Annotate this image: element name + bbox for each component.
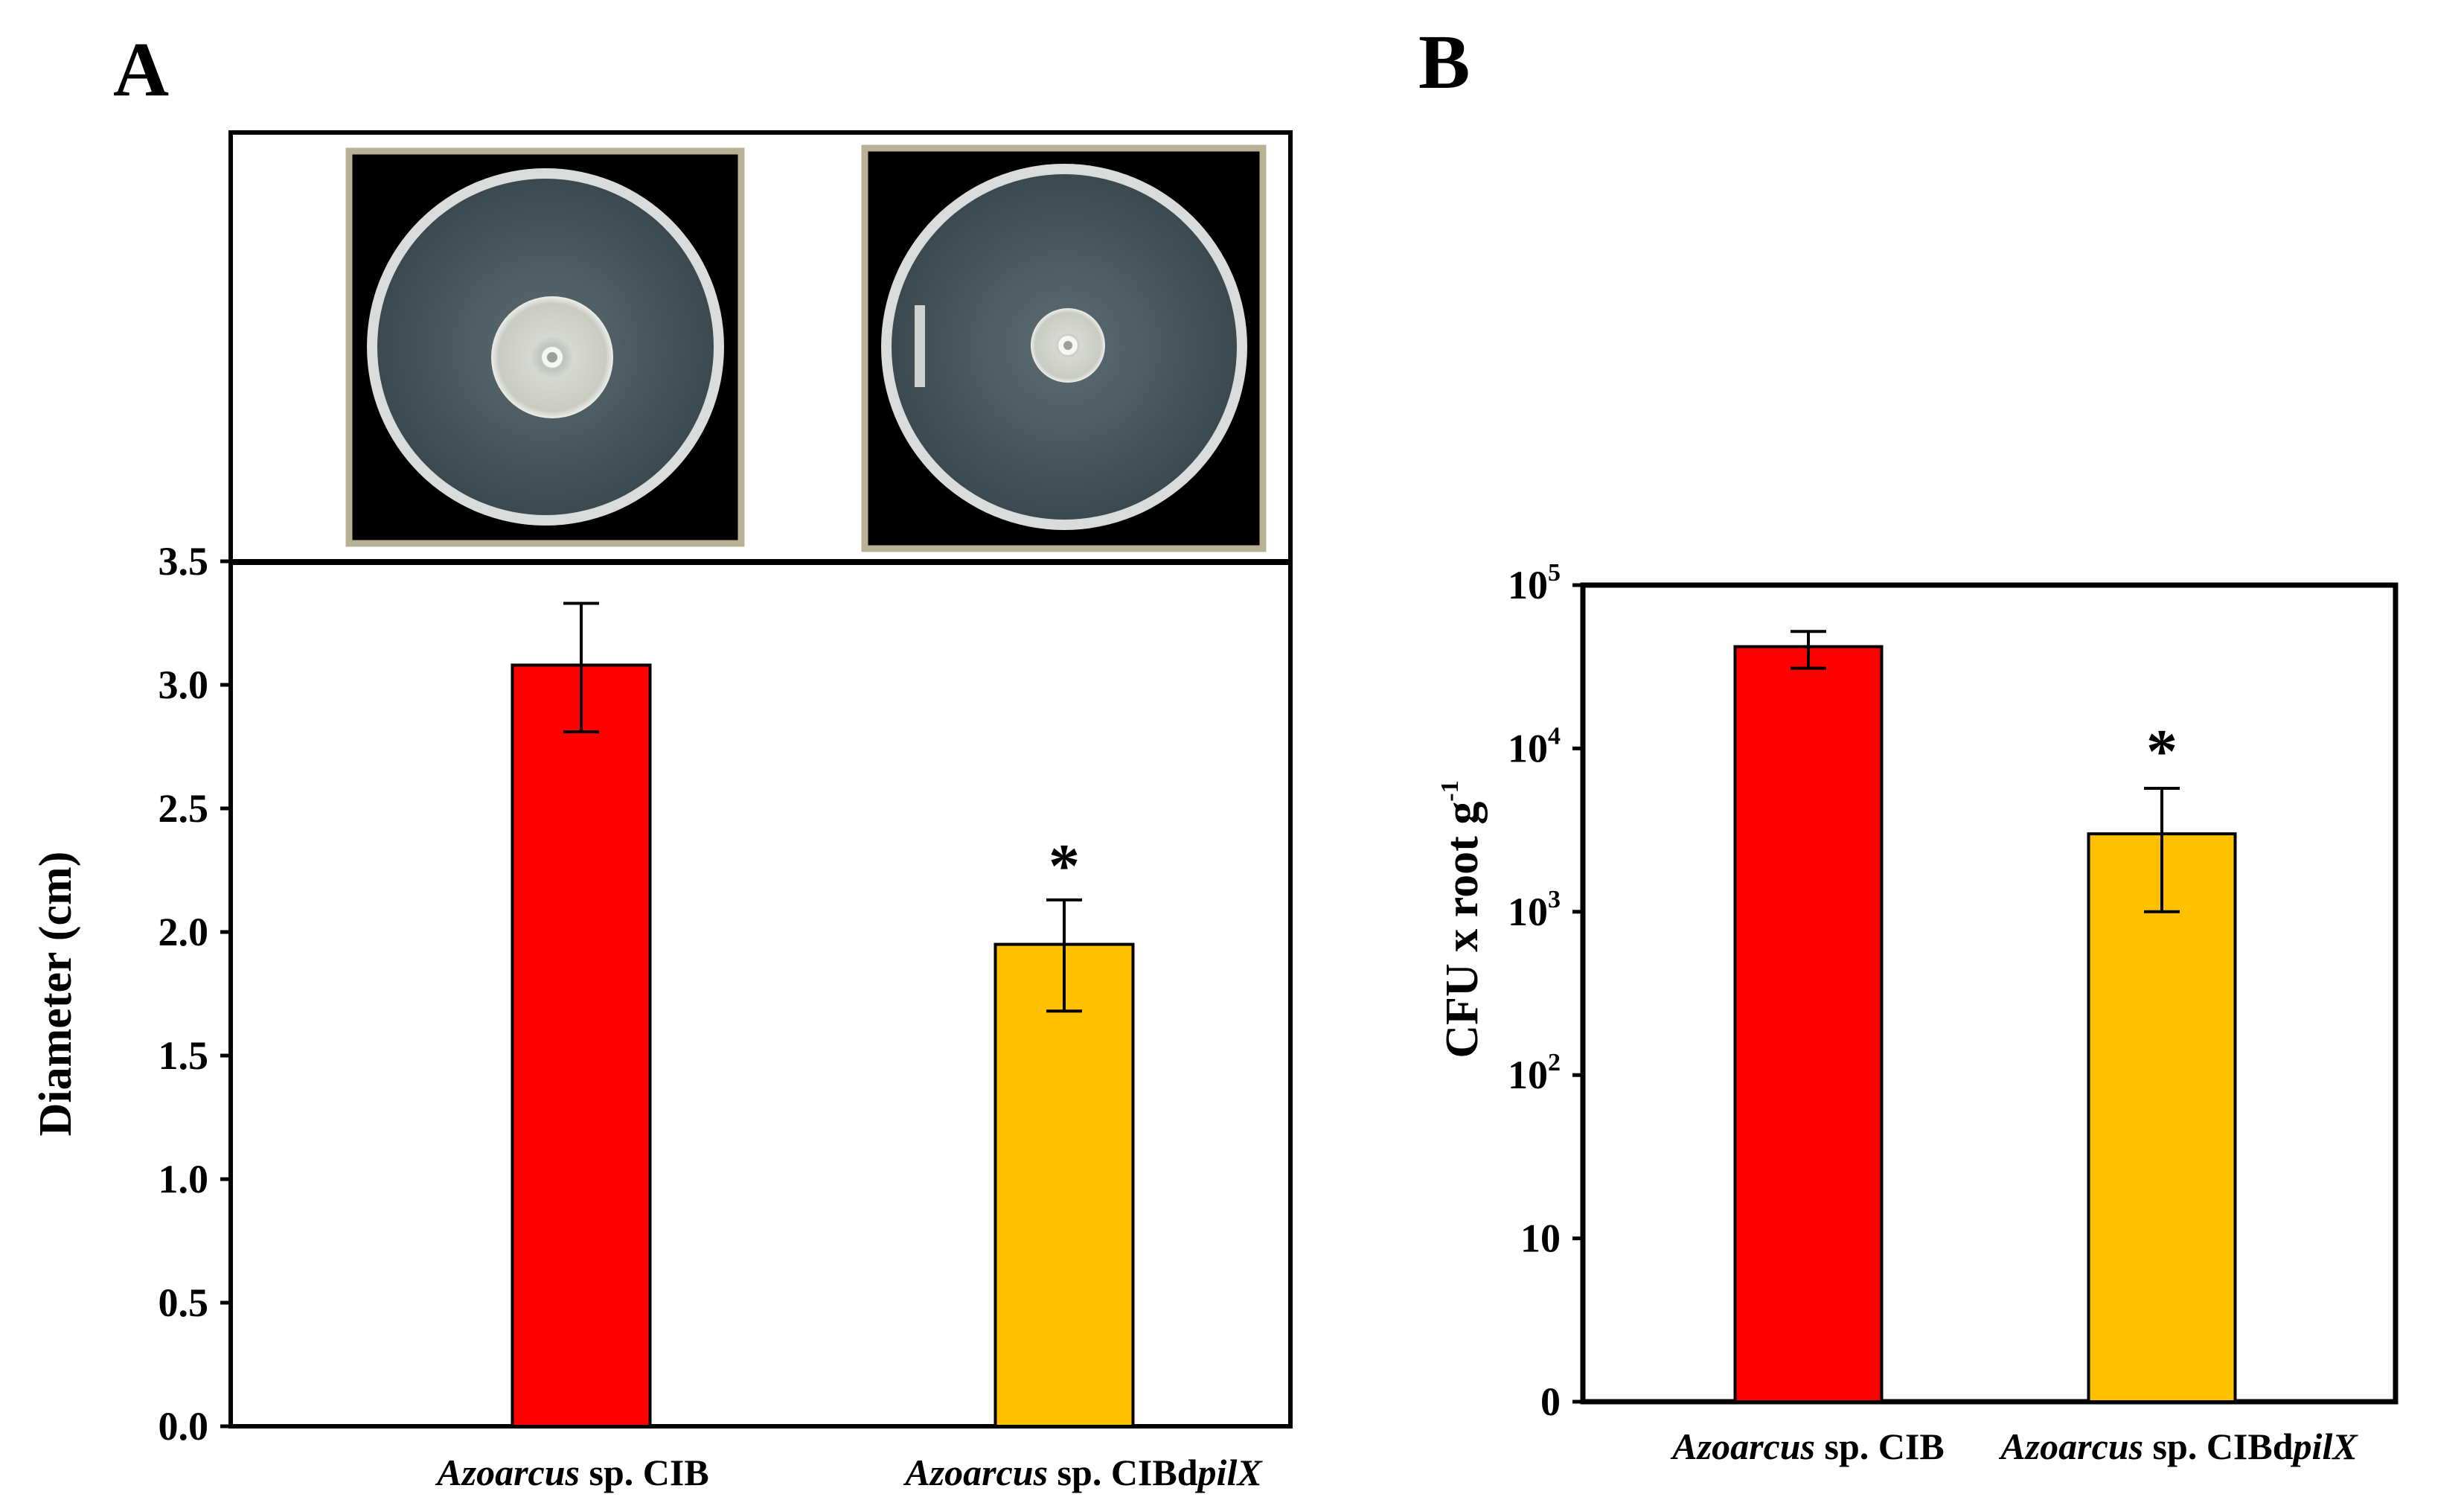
- panel-a-y-tick-label: 3.5: [159, 539, 209, 584]
- panel-b-y-axis-label-exponent: -1: [1436, 780, 1464, 801]
- panel-b-y-tick-label: 103: [1508, 886, 1561, 934]
- panel-a-y-tick-label: 2.0: [159, 910, 209, 954]
- panel-a-y-tick-label: 0.0: [159, 1404, 209, 1449]
- panel-a-y-tick-label: 2.5: [159, 786, 209, 831]
- panel-a-significance-marker: *: [1049, 832, 1080, 901]
- panel-a-y-tick-label: 3.0: [159, 663, 209, 707]
- panel-b-chart: CFU x root g-1 0 10 102 103 104 105 * Azoarcus …: [1436, 559, 2399, 1467]
- panel-b-y-axis-label: CFU x root g-1: [1436, 780, 1488, 1058]
- panel-b-plot-frame: [1580, 582, 2399, 1405]
- panel-b-letter: B: [1418, 19, 1470, 105]
- panel-b-bar-2: [2087, 832, 2237, 1404]
- panel-a-y-tick-label: 1.5: [159, 1033, 209, 1078]
- panel-a-chart: Diameter (cm) 0.0 0.5 1.0 1.5 2.0 2.5 3.0 3.5 * A…: [31, 539, 1293, 1493]
- panel-a-x-category-label-2: Azoarcus sp. CIBdpilX: [903, 1452, 1263, 1493]
- panel-b-x-category-label-1: Azoarcus sp. CIB: [1670, 1426, 1944, 1467]
- panel-b-y-tick-label: 104: [1508, 722, 1561, 770]
- plate-marker-mark: [915, 305, 925, 387]
- panel-a-bar-1: [511, 663, 652, 1428]
- panel-a-letter: A: [113, 27, 169, 112]
- panel-b-y-tick-label: 10: [1520, 1216, 1561, 1261]
- panel-b-y-axis-label-text: CFU x root g: [1437, 802, 1488, 1059]
- panel-a-y-axis-label: Diameter (cm): [31, 852, 81, 1137]
- panel-b-x-category-label-2: Azoarcus sp. CIBdpilX: [1998, 1426, 2358, 1467]
- plate-photo-wild-type: [345, 147, 745, 547]
- panel-a-plot-frame: [228, 559, 1293, 1429]
- panel-a-bar-2: [993, 942, 1135, 1428]
- panel-a-y-tick-label: 0.5: [159, 1280, 209, 1325]
- panel-a-photo-inset: [228, 130, 1293, 565]
- panel-b-y-tick-label: 0: [1540, 1379, 1561, 1424]
- panel-b-y-tick-label: 102: [1508, 1049, 1561, 1097]
- panel-b-bar-1: [1733, 645, 1884, 1403]
- panel-b-significance-marker: *: [2146, 717, 2177, 786]
- panel-b-y-tick-label: 105: [1508, 559, 1561, 607]
- plate-photo-pilx-mutant: [861, 144, 1267, 552]
- panel-a-y-tick-label: 1.0: [159, 1157, 209, 1201]
- panel-a-x-category-label-1: Azoarcus sp. CIB: [435, 1452, 708, 1493]
